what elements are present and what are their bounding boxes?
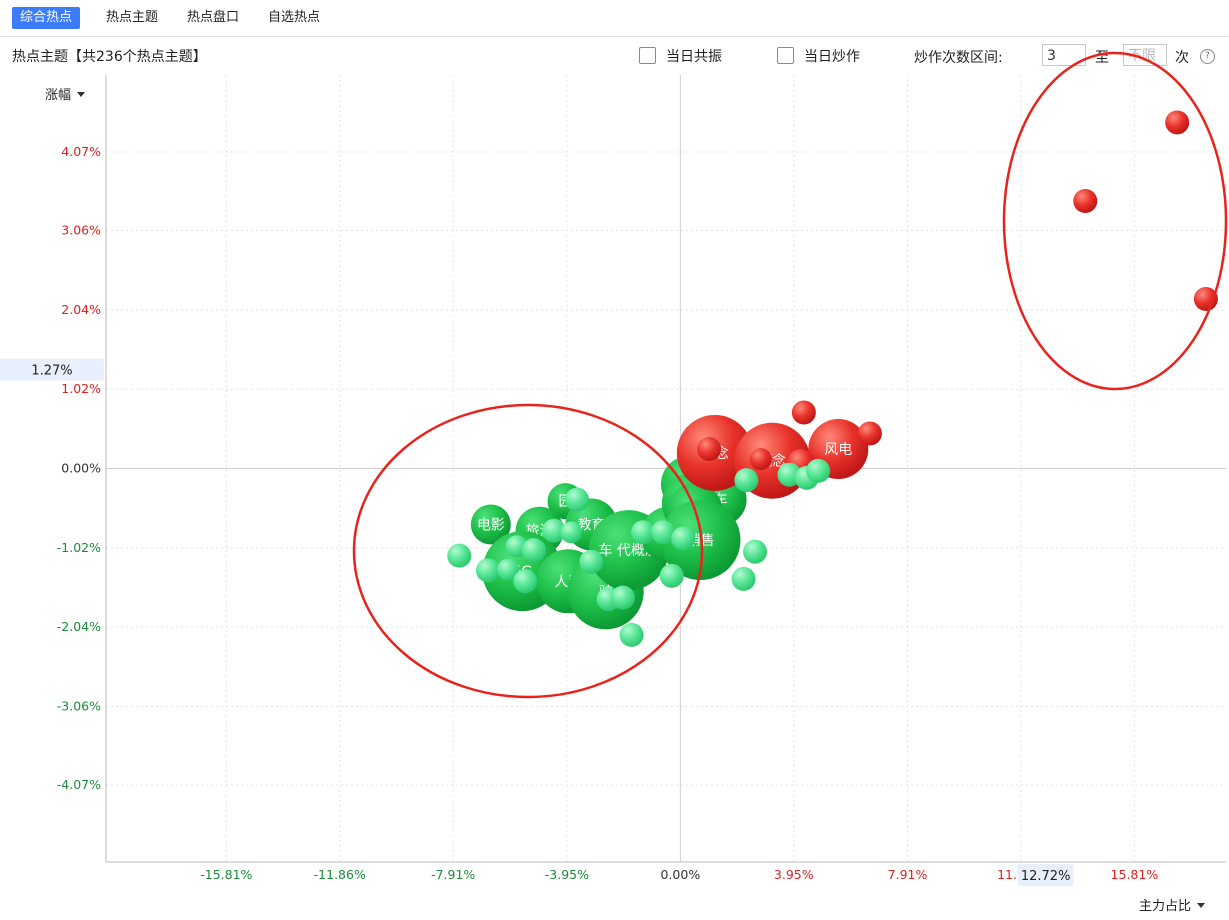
bubble-lightgreen	[651, 520, 676, 545]
hype-checkbox[interactable]: 当日炒作	[777, 46, 860, 66]
crosshair-x-value: 12.72%	[1021, 869, 1071, 884]
bubble-lightgreen	[447, 543, 472, 568]
bubble-lightgreen	[734, 468, 759, 493]
bubble-lightgreen	[610, 585, 635, 610]
checkbox-box[interactable]	[777, 47, 794, 64]
crosshair-y-value: 1.27%	[31, 364, 72, 379]
range-from-input[interactable]: 3	[1042, 44, 1086, 66]
page-title: 热点主题【共236个热点主题】	[12, 49, 207, 65]
tab-bar: 综合热点 热点主题 热点盘口 自选热点	[0, 0, 1229, 37]
crosshair-x-badge	[1017, 864, 1074, 886]
y-tick-label: 3.06%	[61, 223, 101, 238]
chevron-down-icon	[77, 92, 86, 97]
bubble-lightgreen	[631, 520, 656, 545]
bubble-lightgreen	[564, 487, 589, 512]
x-tick-label: 15.81%	[1111, 867, 1159, 882]
y-tick-label: 4.07%	[61, 144, 101, 159]
bubble-red	[1073, 188, 1098, 213]
x-tick-label: 7.91%	[888, 867, 928, 882]
bubble-lightgreen	[475, 558, 500, 583]
x-tick-label: -11.86%	[314, 867, 366, 882]
y-axis-label: 涨幅	[45, 88, 72, 103]
toolbar: 热点主题【共236个热点主题】 当日共振 当日炒作 炒作次数区间: 3 至 不限…	[0, 37, 1229, 73]
range-label: 炒作次数区间:	[914, 50, 1003, 66]
x-tick-label: 0.00%	[660, 867, 700, 882]
times-label: 次	[1175, 50, 1189, 66]
tab-hot-theme[interactable]: 热点主题	[106, 10, 159, 25]
bubble-lightgreen	[497, 558, 520, 581]
tab-watchlist-hot[interactable]: 自选热点	[268, 10, 321, 25]
tab-hot-board[interactable]: 热点盘口	[187, 10, 240, 25]
bubble-lightgreen	[619, 622, 644, 647]
y-tick-label: 2.04%	[61, 302, 101, 317]
bubble-green	[470, 504, 511, 545]
bubble-lightgreen	[579, 549, 604, 574]
x-tick-label: 3.95%	[774, 867, 814, 882]
y-axis-selector[interactable]: 涨幅	[45, 84, 86, 103]
y-tick-label: -2.04%	[57, 619, 101, 634]
bubble-red	[857, 421, 882, 446]
bubble-lightgreen	[542, 518, 566, 543]
y-tick-label: -4.07%	[57, 777, 101, 792]
bubble-label: 电影	[477, 517, 505, 533]
bubble-lightgreen	[560, 521, 583, 544]
bubble-label: 风电	[824, 442, 852, 458]
bubble-lightgreen	[806, 458, 831, 483]
crosshair-y-badge	[0, 358, 104, 381]
y-tick-label: 1.02%	[61, 381, 101, 396]
resonance-label: 当日共振	[666, 49, 722, 65]
bubble-red	[749, 448, 772, 471]
x-tick-label: -3.95%	[545, 867, 589, 882]
checkbox-box[interactable]	[639, 47, 656, 64]
hype-label: 当日炒作	[804, 49, 860, 65]
x-axis-label: 主力占比	[1139, 899, 1192, 914]
tab-composite-hot[interactable]: 综合热点	[12, 7, 81, 29]
bubble-lightgreen	[513, 569, 538, 594]
chevron-down-icon	[1197, 903, 1206, 908]
bubble-lightgreen	[671, 526, 696, 551]
help-icon[interactable]: ?	[1200, 49, 1215, 64]
bubble-red	[697, 437, 722, 462]
annotation-ellipse-outliers	[1002, 51, 1228, 391]
y-tick-label: -3.06%	[57, 698, 101, 713]
y-tick-label: 0.00%	[61, 461, 101, 476]
resonance-checkbox[interactable]: 当日共振	[639, 46, 722, 66]
bubble-red	[791, 400, 816, 425]
bubble-lightgreen	[659, 563, 684, 588]
bubble-lightgreen	[731, 566, 756, 591]
x-tick-label: -15.81%	[200, 867, 252, 882]
bubble-lightgreen	[743, 539, 768, 564]
bubble-red	[1165, 110, 1190, 135]
x-axis-selector[interactable]: 主力占比	[1139, 895, 1206, 914]
annotation-ellipse-negative	[352, 403, 704, 699]
bubble-lightgreen	[521, 538, 546, 563]
y-tick-label: -1.02%	[57, 540, 101, 555]
x-tick-label: -7.91%	[431, 867, 475, 882]
